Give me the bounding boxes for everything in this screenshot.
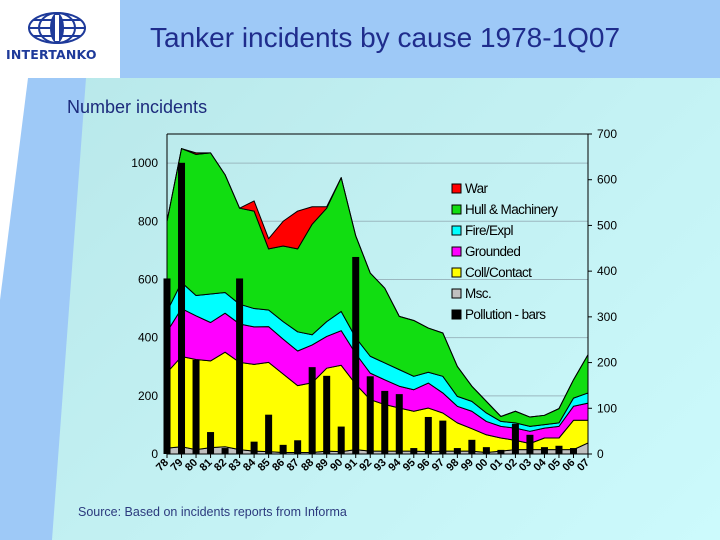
right-tick-label: 500 — [597, 218, 617, 232]
legend-label: Grounded — [465, 244, 520, 259]
pollution-bar — [497, 449, 505, 454]
legend-label: War — [465, 181, 489, 196]
x-tick-label: 07 — [575, 457, 592, 474]
pollution-bar — [250, 441, 258, 454]
pollution-bar — [265, 414, 273, 454]
pollution-bar — [308, 367, 316, 454]
pollution-bar — [366, 376, 374, 454]
pollution-bar — [207, 432, 215, 454]
right-tick-label: 400 — [597, 264, 617, 278]
legend-swatch — [451, 267, 462, 278]
globe-icon — [28, 12, 86, 44]
logo-text: INTERTANKO — [6, 47, 97, 62]
legend-swatch — [451, 183, 462, 194]
pollution-bar — [381, 390, 389, 454]
left-white-corner — [0, 78, 28, 300]
right-tick-label: 200 — [597, 356, 617, 370]
legend-swatch — [451, 309, 462, 320]
pollution-bar — [279, 444, 287, 454]
pollution-bar — [468, 439, 476, 454]
pollution-bar — [236, 278, 244, 454]
page-title: Tanker incidents by cause 1978-1Q07 — [150, 22, 621, 53]
legend-swatch — [451, 204, 462, 215]
source-note: Source: Based on incidents reports from … — [78, 505, 347, 519]
right-tick-label: 600 — [597, 173, 617, 187]
y-axis-label: Number incidents — [67, 97, 208, 117]
pollution-bar — [526, 434, 534, 454]
pollution-bar — [540, 447, 548, 454]
left-tick-label: 800 — [138, 214, 158, 228]
legend-swatch — [451, 288, 462, 299]
left-tick-label: 400 — [138, 331, 158, 345]
legend-swatch — [451, 246, 462, 257]
pollution-bar — [410, 448, 418, 454]
pollution-bar — [424, 416, 432, 454]
left-tick-label: 1000 — [131, 156, 158, 170]
pollution-bar — [294, 440, 302, 454]
legend-label: Coll/Contact — [465, 265, 532, 280]
legend-swatch — [451, 225, 462, 236]
pollution-bar — [555, 445, 563, 454]
right-tick-label: 100 — [597, 401, 617, 415]
legend-label: Fire/Expl — [465, 223, 513, 238]
pollution-bar — [221, 448, 229, 454]
legend-label: Hull & Machinery — [465, 202, 558, 217]
pollution-bar — [569, 448, 577, 454]
legend-label: Msc. — [465, 286, 491, 301]
right-tick-label: 700 — [597, 127, 617, 141]
pollution-bar — [178, 162, 186, 455]
pollution-bar — [352, 256, 360, 454]
right-tick-label: 0 — [597, 447, 604, 461]
pollution-bar — [337, 426, 345, 454]
intertanko-logo: INTERTANKO — [0, 0, 120, 78]
header-band — [120, 0, 720, 78]
legend-label: Pollution - bars — [465, 307, 546, 322]
left-tick-label: 0 — [151, 447, 158, 461]
pollution-bar — [511, 423, 519, 454]
pollution-bar — [192, 359, 200, 454]
left-tick-label: 200 — [138, 389, 158, 403]
pollution-bar — [439, 420, 447, 454]
left-accent-strip — [0, 78, 86, 540]
pollution-bar — [482, 447, 490, 454]
left-tick-label: 600 — [138, 272, 158, 286]
pollution-bar — [453, 448, 461, 454]
pollution-bar — [323, 375, 331, 454]
pollution-bar — [395, 394, 403, 454]
right-tick-label: 300 — [597, 310, 617, 324]
